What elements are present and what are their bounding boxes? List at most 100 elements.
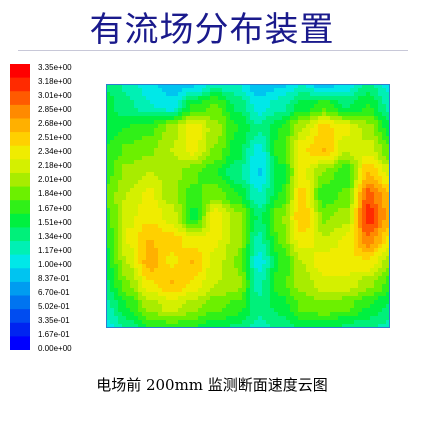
contour-cell [322,164,327,169]
contour-cell [122,204,127,209]
contour-cell [374,132,379,137]
contour-cell [254,168,259,173]
contour-cell [122,252,127,257]
contour-cell [238,188,243,193]
contour-cell [154,200,159,205]
contour-cell [242,232,247,237]
contour-cell [178,308,183,313]
contour-cell [170,192,175,197]
contour-cell [354,208,359,213]
contour-cell [314,136,319,141]
contour-cell [230,204,235,209]
contour-cell [322,88,327,93]
contour-cell [374,84,379,89]
contour-cell [162,132,167,137]
contour-cell [146,228,151,233]
contour-cell [130,272,135,277]
contour-cell [226,120,231,125]
contour-cell [194,260,199,265]
contour-cell [254,300,259,305]
contour-cell [110,240,115,245]
contour-cell [186,164,191,169]
contour-cell [158,100,163,105]
contour-cell [134,228,139,233]
contour-cell [310,172,315,177]
contour-cell [178,268,183,273]
contour-cell [278,144,283,149]
contour-cell [214,300,219,305]
contour-cell [106,228,111,233]
contour-cell [342,244,347,249]
contour-cell [306,164,311,169]
contour-cell [158,112,163,117]
contour-cell [202,196,207,201]
contour-cell [362,296,367,301]
contour-cell [190,276,195,281]
contour-cell [246,268,251,273]
contour-cell [214,180,219,185]
contour-cell [154,84,159,89]
contour-cell [206,320,211,325]
contour-cell [346,264,351,269]
contour-cell [374,152,379,157]
contour-cell [278,100,283,105]
contour-cell [374,112,379,117]
contour-cell [386,188,390,193]
contour-cell [306,144,311,149]
contour-cell [146,252,151,257]
contour-cell [370,176,375,181]
contour-cell [270,212,275,217]
contour-cell [114,176,119,181]
contour-cell [302,244,307,249]
contour-cell [334,204,339,209]
contour-cell [318,280,323,285]
contour-cell [378,268,383,273]
contour-cell [374,156,379,161]
contour-cell [134,248,139,253]
contour-cell [382,120,387,125]
contour-cell [146,240,151,245]
contour-cell [290,128,295,133]
contour-cell [382,88,387,93]
contour-cell [222,88,227,93]
contour-cell [310,264,315,269]
contour-cell [178,288,183,293]
contour-cell [330,264,335,269]
contour-cell [242,132,247,137]
contour-cell [250,196,255,201]
contour-cell [310,148,315,153]
contour-cell [338,200,343,205]
contour-cell [198,116,203,121]
contour-cell [258,316,263,321]
contour-cell [234,104,239,109]
contour-cell [138,100,143,105]
contour-cell [350,136,355,141]
contour-cell [222,192,227,197]
contour-cell [194,240,199,245]
contour-cell [178,136,183,141]
contour-cell [282,244,287,249]
contour-cell [118,88,123,93]
colorbar-tick-label: 3.35e+00 [38,63,72,72]
contour-cell [286,304,291,309]
contour-cell [126,108,131,113]
contour-cell [338,188,343,193]
contour-cell [186,224,191,229]
contour-cell [158,176,163,181]
contour-cell [366,292,371,297]
contour-cell [274,276,279,281]
contour-cell [282,248,287,253]
colorbar-band [10,309,30,324]
contour-cell [166,300,171,305]
contour-cell [318,308,323,313]
contour-cell [310,128,315,133]
contour-cell [170,260,175,265]
contour-cell [362,252,367,257]
contour-cell [382,268,387,273]
contour-cell [346,188,351,193]
contour-cell [238,108,243,113]
contour-cell [126,188,131,193]
contour-cell [194,160,199,165]
contour-cell [378,260,383,265]
contour-cell [366,324,371,328]
